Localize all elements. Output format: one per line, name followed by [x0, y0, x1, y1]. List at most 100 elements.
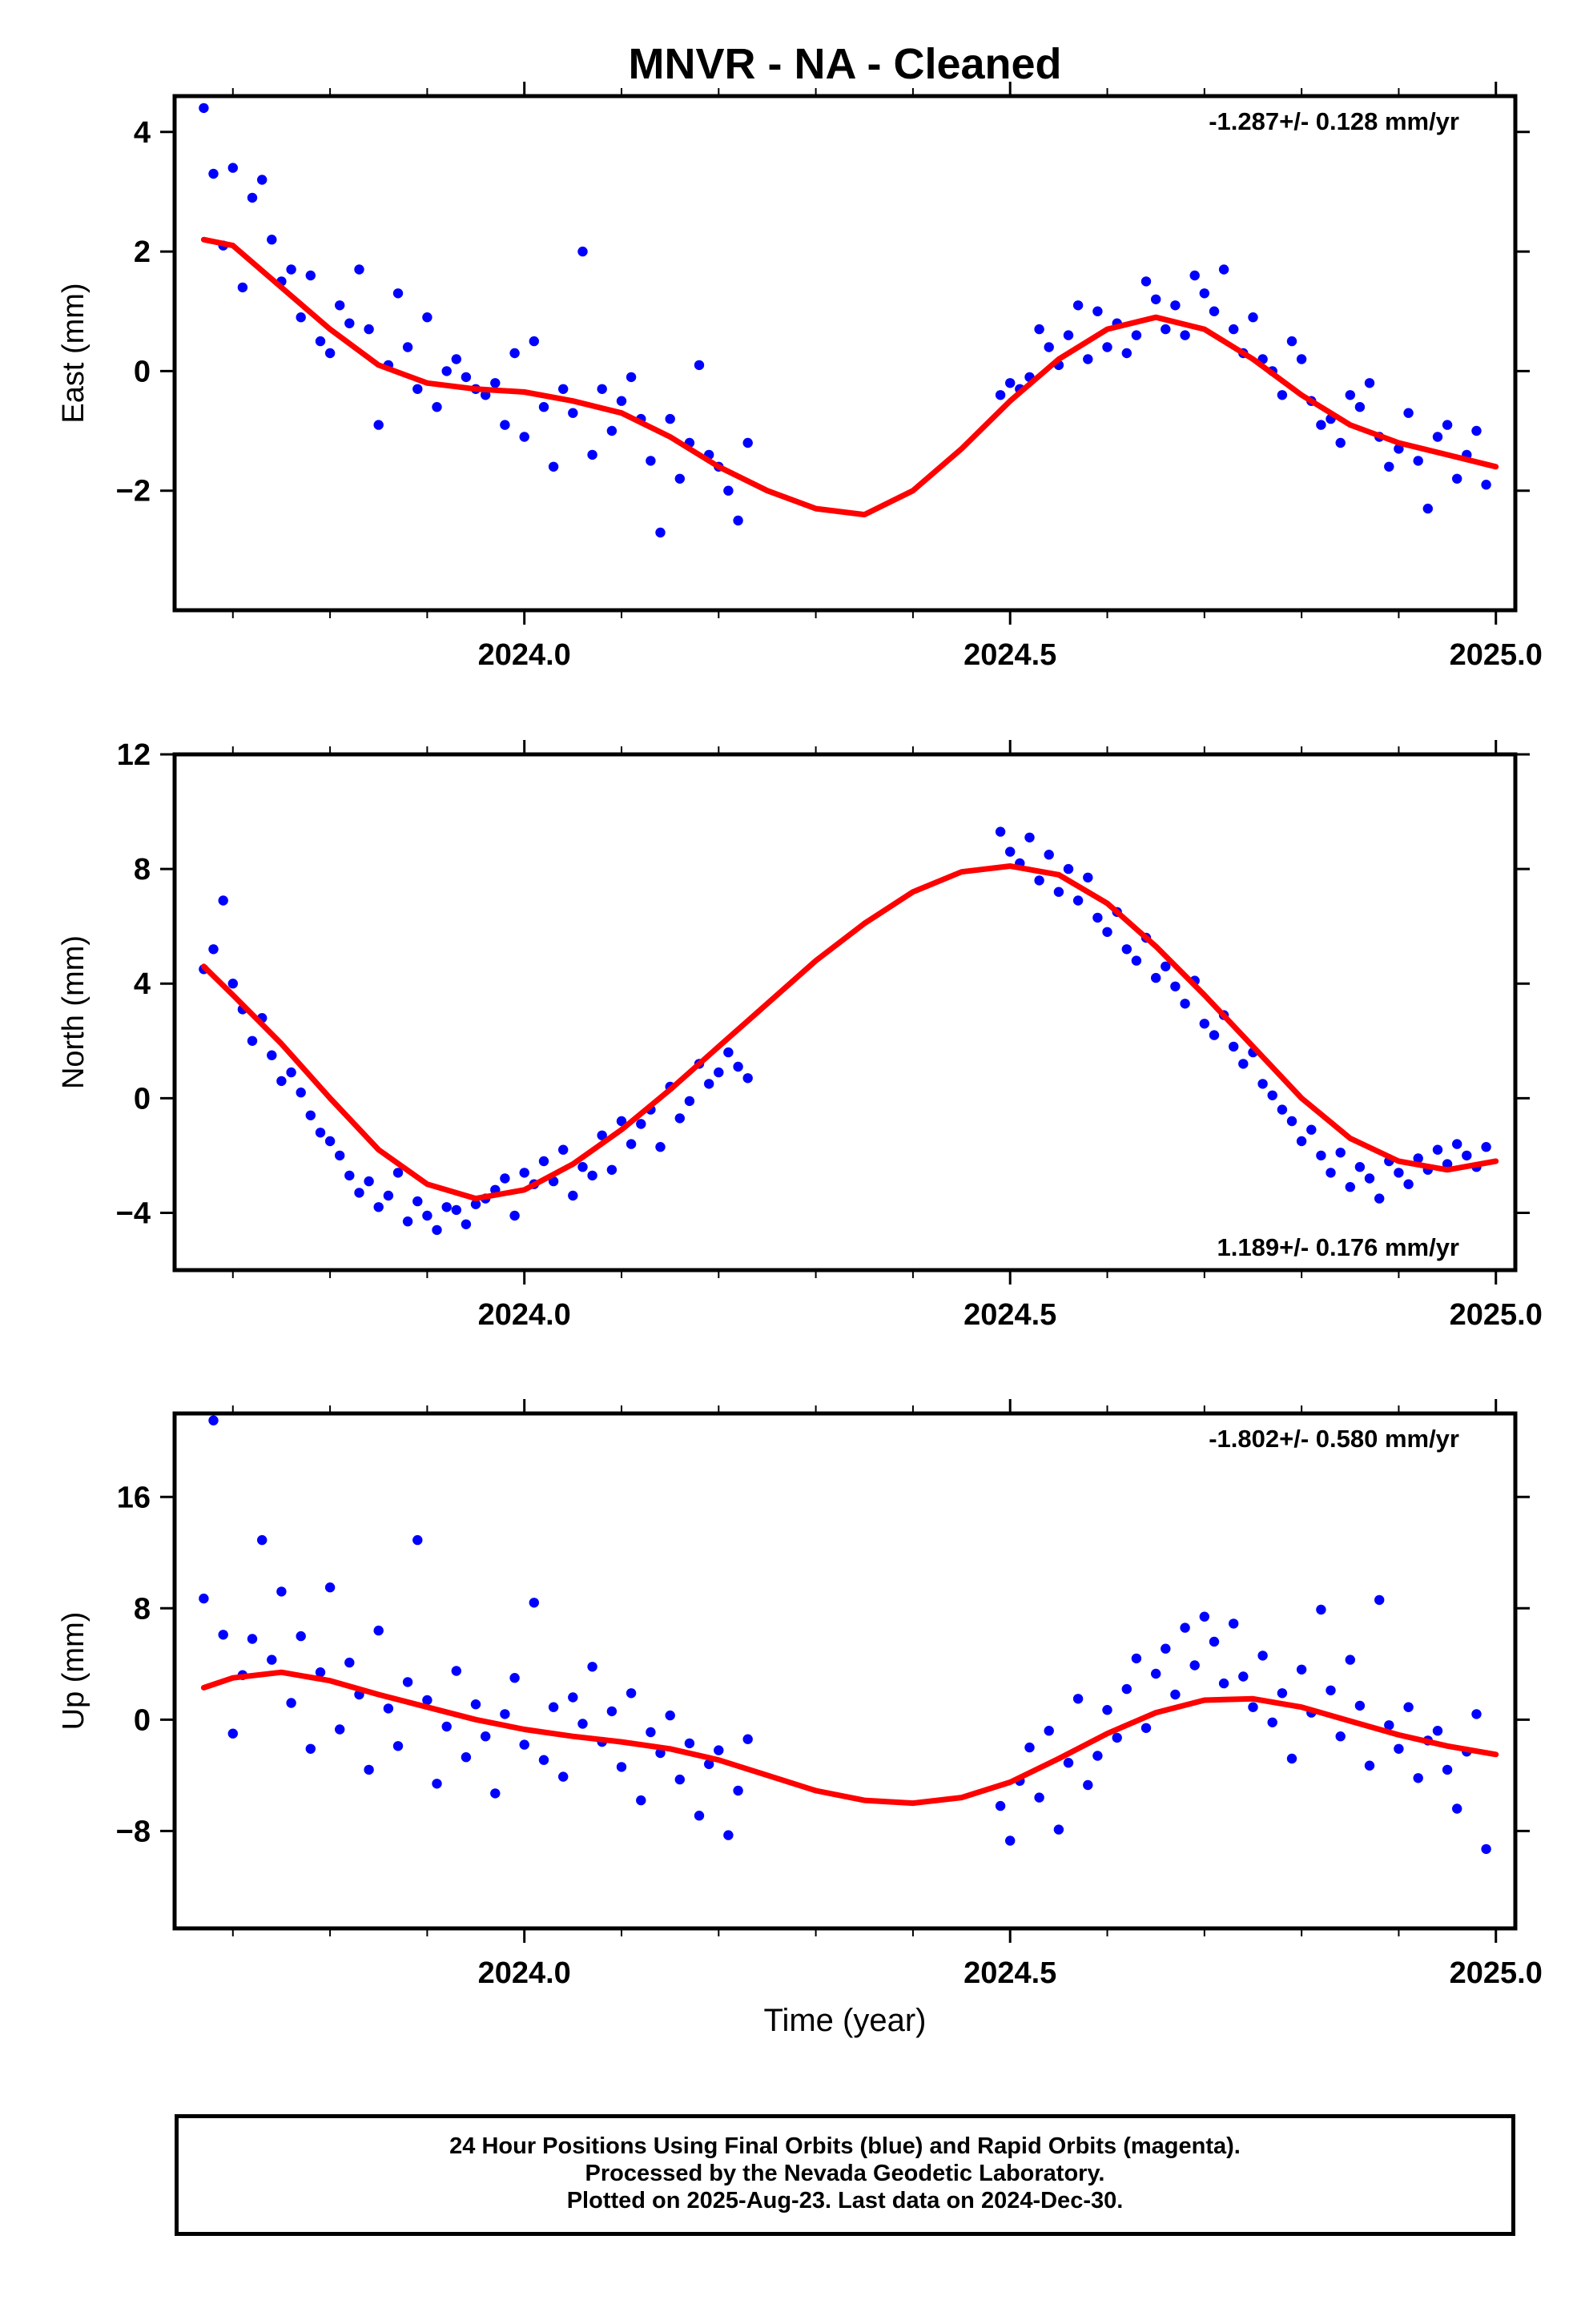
x-tick-label: 2024.5 [963, 1956, 1056, 1990]
data-point [1053, 887, 1064, 897]
data-point [500, 420, 510, 430]
data-point [1131, 330, 1142, 340]
data-point [1151, 972, 1161, 983]
data-point [655, 527, 666, 538]
rate-label-east: -1.287+/- 0.128 mm/yr [1209, 107, 1459, 135]
data-point [1083, 872, 1093, 883]
data-point [335, 1150, 345, 1161]
data-point [315, 1128, 326, 1138]
data-point [1170, 981, 1181, 992]
data-point [422, 1695, 432, 1706]
data-point [714, 1745, 724, 1755]
data-point [995, 826, 1006, 837]
data-point [1161, 324, 1171, 335]
data-point [305, 270, 316, 281]
data-point [1072, 1694, 1084, 1704]
data-point [305, 1743, 316, 1754]
data-point [742, 1073, 753, 1084]
data-point [1141, 1723, 1152, 1733]
data-point [538, 1755, 549, 1765]
data-point [1112, 1732, 1122, 1743]
data-point [655, 1142, 666, 1152]
y-axis-label-up: Up (mm) [57, 1612, 91, 1731]
data-point [626, 372, 637, 383]
data-point [626, 1688, 637, 1699]
data-point [1063, 863, 1074, 875]
data-point [227, 163, 238, 173]
data-point [227, 979, 238, 989]
x-tick-label: 2024.0 [478, 1956, 571, 1990]
data-point [1442, 1764, 1453, 1775]
data-point [1403, 408, 1414, 418]
data-point [1335, 1731, 1346, 1742]
points-east [199, 103, 1491, 538]
data-point [665, 1710, 675, 1721]
data-point [1248, 312, 1258, 323]
data-point [461, 1219, 472, 1230]
data-point [1170, 1689, 1181, 1700]
panel-north: 2024.0 2024.5 2025.0 −4 0 4 8 12 North (mm) 1.189… [57, 738, 1543, 1332]
y-tick-label: 16 [117, 1481, 151, 1514]
data-point [412, 1534, 423, 1546]
data-point [646, 1727, 656, 1738]
data-point [373, 420, 384, 430]
data-point [1384, 1720, 1394, 1731]
data-point [402, 1216, 413, 1227]
data-point [383, 1190, 394, 1201]
data-point [1161, 961, 1171, 972]
data-point [1335, 1148, 1346, 1158]
data-point [451, 1204, 461, 1216]
data-point [1063, 330, 1074, 340]
data-point [587, 1170, 597, 1181]
data-point [616, 1116, 627, 1127]
data-point [1286, 1116, 1297, 1127]
data-point [1462, 1150, 1472, 1161]
data-point [519, 432, 529, 442]
data-point [1131, 955, 1142, 966]
data-point [373, 1625, 384, 1636]
data-point [606, 1706, 618, 1717]
data-point [616, 396, 627, 406]
points-up [199, 1415, 1491, 1855]
data-point [199, 1593, 209, 1604]
data-point [1072, 895, 1084, 906]
data-point [694, 360, 705, 371]
rate-label-up: -1.802+/- 0.580 mm/yr [1209, 1425, 1459, 1453]
fit-curve-east [200, 236, 1499, 518]
data-point [402, 1677, 413, 1687]
data-point [519, 1739, 529, 1750]
data-point [267, 1050, 277, 1060]
y-tick-label: 4 [134, 116, 151, 150]
y-tick-label: 12 [117, 738, 151, 772]
data-point [1218, 264, 1229, 275]
data-point [636, 1119, 646, 1129]
data-point [451, 354, 461, 364]
data-point [276, 1076, 287, 1087]
data-point [1189, 1660, 1200, 1671]
data-point [636, 1795, 646, 1806]
data-point [1161, 1643, 1171, 1654]
data-point [1452, 1803, 1462, 1814]
rate-label-north: 1.189+/- 0.176 mm/yr [1217, 1233, 1459, 1261]
x-tick-label: 2024.5 [963, 1298, 1056, 1332]
data-point [1277, 390, 1288, 400]
data-point [344, 318, 355, 328]
data-point [509, 1210, 520, 1221]
data-point [1471, 425, 1482, 436]
y-tick-label: −4 [116, 1196, 151, 1230]
data-point [1316, 420, 1326, 430]
fit-curve-north [200, 863, 1499, 1202]
data-point [1481, 480, 1491, 490]
y-tick-label: 0 [134, 1703, 151, 1737]
data-point [723, 485, 734, 496]
data-point [1267, 1090, 1277, 1101]
data-point [383, 1703, 394, 1714]
data-point [558, 1771, 569, 1782]
data-point [1364, 1760, 1375, 1771]
y-tick-label: 8 [134, 853, 151, 887]
data-point [412, 1196, 423, 1207]
data-point [1471, 1709, 1482, 1719]
data-point [1141, 276, 1152, 287]
data-point [1131, 1653, 1142, 1664]
data-point [286, 264, 296, 275]
